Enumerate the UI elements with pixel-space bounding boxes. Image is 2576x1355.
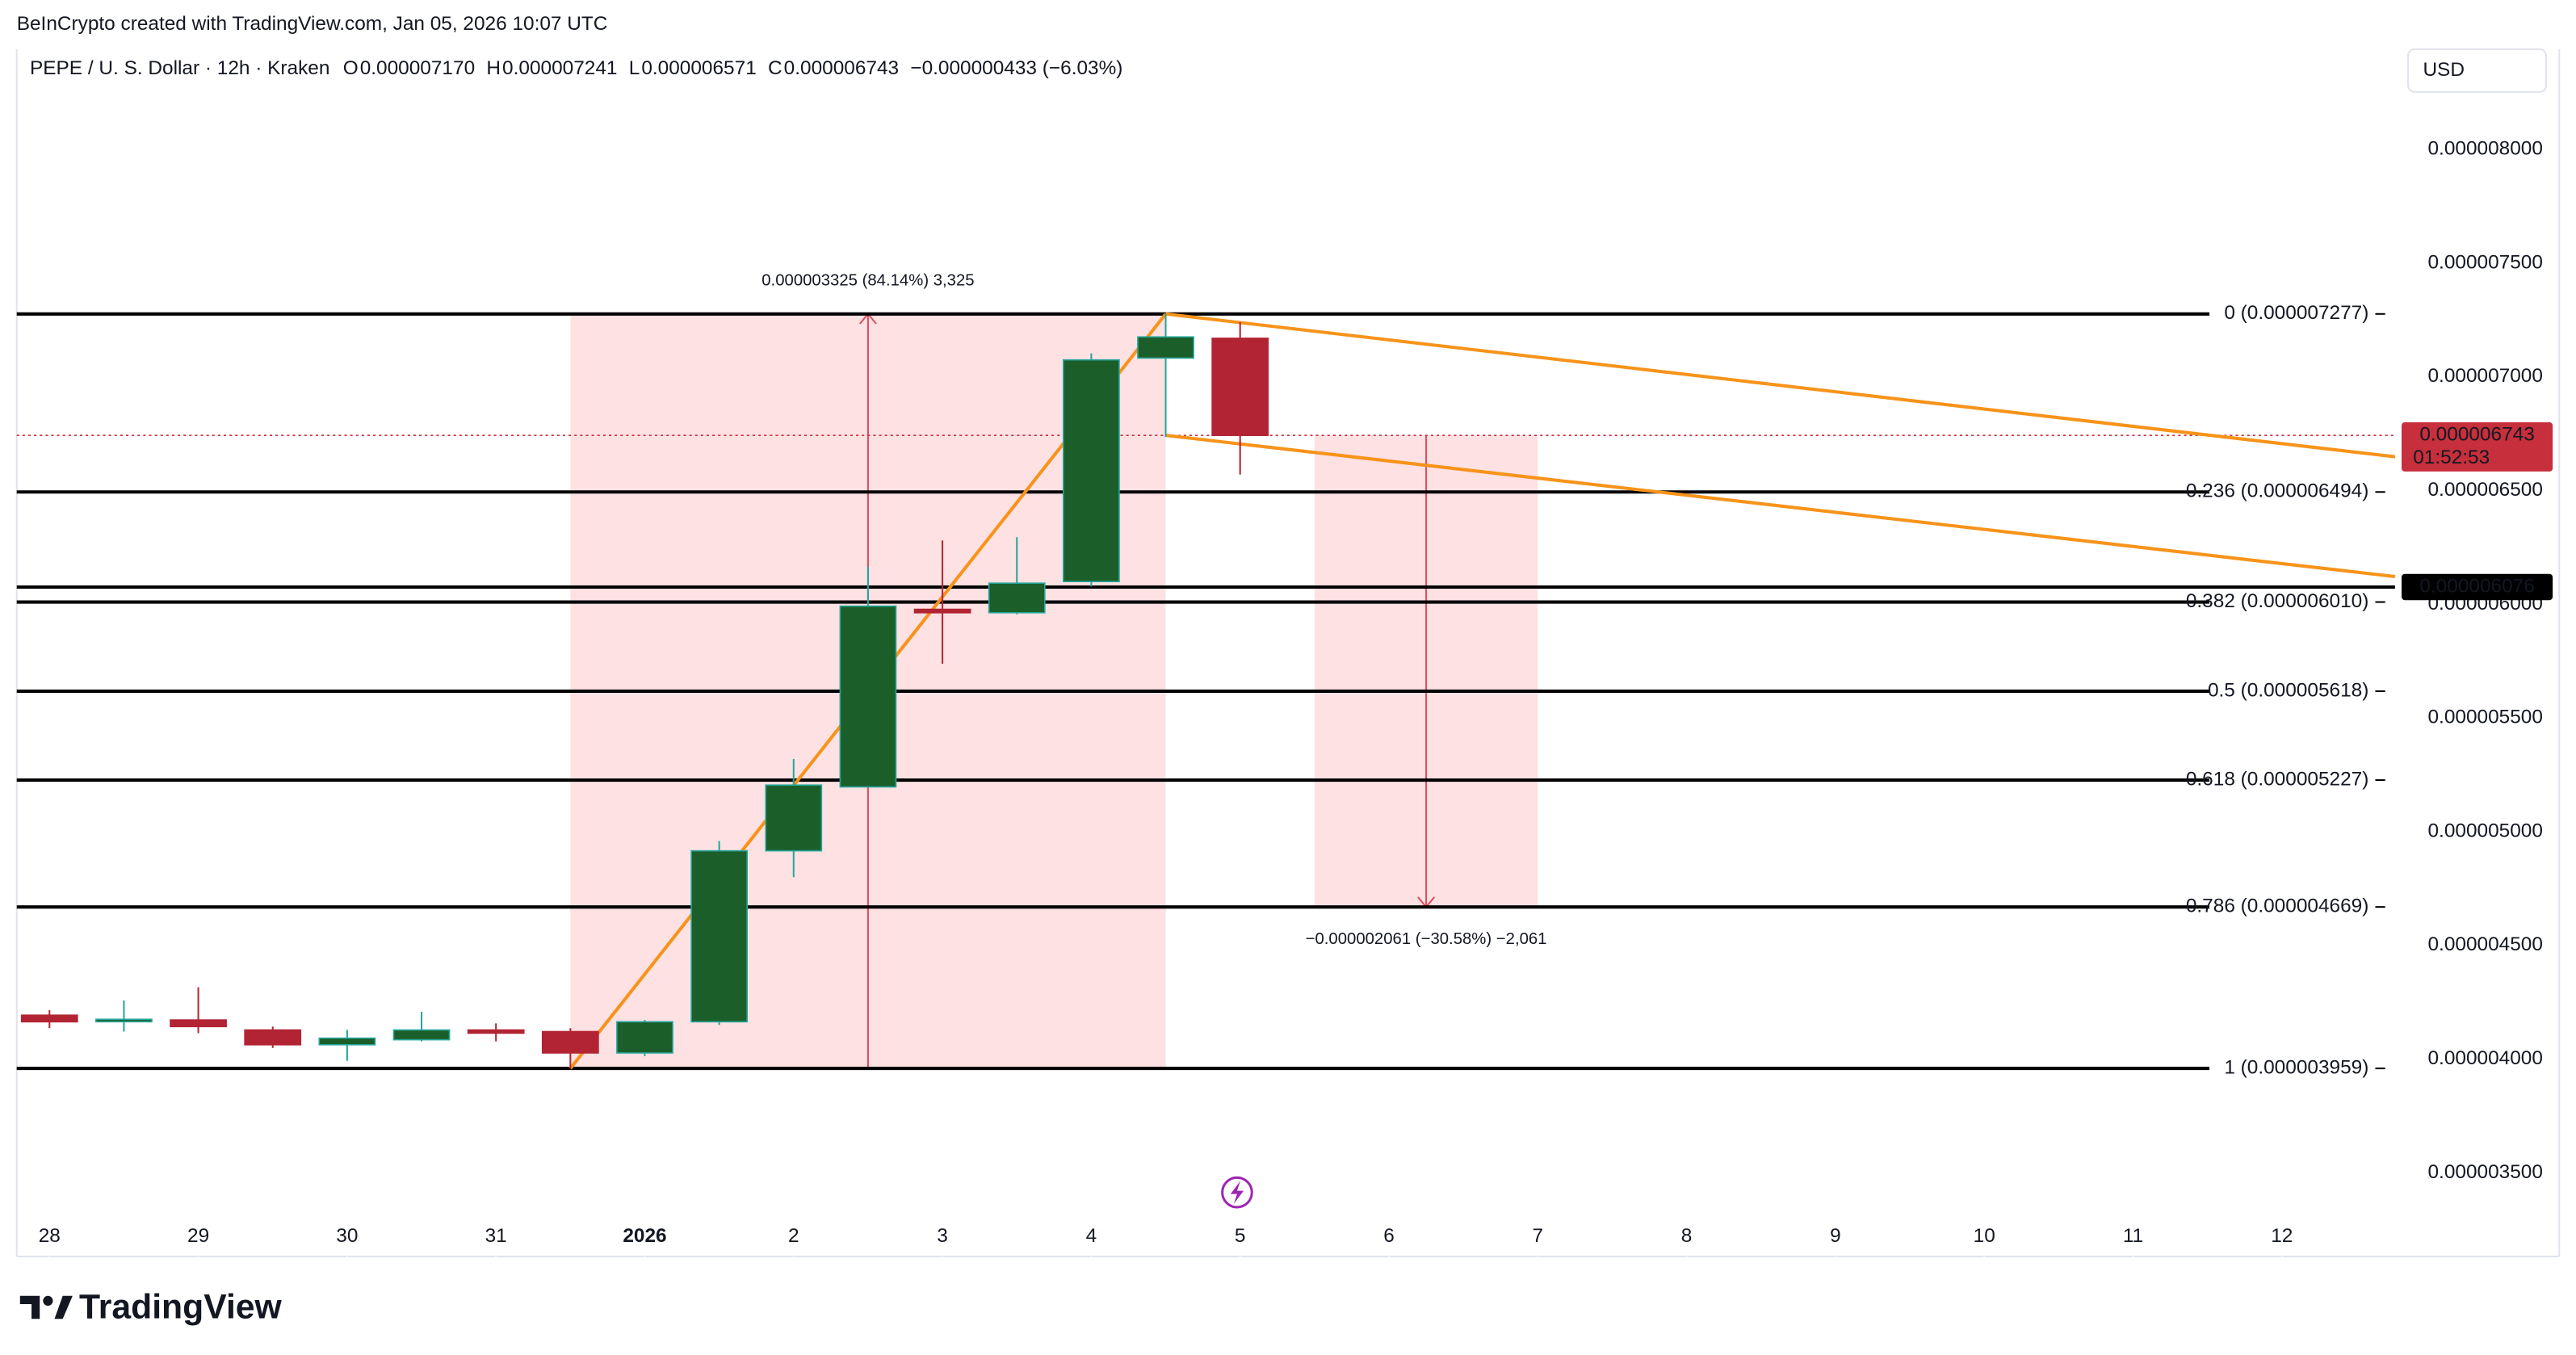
fib-label: 0.236 (0.000006494) [2186, 480, 2368, 502]
candle-body [541, 1030, 599, 1054]
x-tick-label: 5 [1235, 1225, 1246, 1247]
ohlc-key: C [768, 57, 782, 79]
candle-body [690, 849, 749, 1023]
candle-body [1211, 338, 1269, 436]
measure-label: −0.000002061 (−30.58%) −2,061 [1306, 930, 1547, 948]
trendline [1165, 434, 2396, 579]
price-label-box [2402, 573, 2553, 601]
logo-mark [19, 1295, 73, 1319]
candle-body [170, 1019, 227, 1028]
candle-body [318, 1037, 376, 1046]
fib-label: 0.5 (0.000005618) [2208, 679, 2368, 701]
x-tick-label: 4 [1086, 1225, 1097, 1247]
fib-label: 0 (0.000007277) [2224, 302, 2368, 324]
price-label: 0.000006076 [2419, 575, 2534, 597]
x-tick-label: 2 [788, 1225, 799, 1247]
x-tick-label: 31 [485, 1225, 507, 1247]
x-tick-label: 7 [1533, 1225, 1544, 1247]
y-tick-label: 0.000008000 [2427, 138, 2542, 160]
x-tick-label: 12 [2271, 1225, 2293, 1247]
y-tick-label: 0.000007000 [2427, 365, 2542, 387]
change: −0.000000433 (−6.03%) [910, 57, 1122, 79]
candle-body [839, 605, 897, 788]
y-tick-label: 0.000007500 [2427, 251, 2542, 273]
ohlc-key: L [629, 57, 640, 79]
x-tick-label: 8 [1681, 1225, 1693, 1247]
x-tick-label: 28 [39, 1225, 61, 1247]
ohlc-value: 0.000007170 [360, 57, 475, 79]
price-label: 0.000006743 [2419, 424, 2534, 446]
ohlc-value: 0.000006743 [784, 57, 899, 79]
candle-body [988, 582, 1046, 614]
ohlc-value: 0.000006571 [641, 57, 756, 79]
fib-label: 1 (0.000003959) [2224, 1057, 2368, 1079]
x-tick-label: 30 [336, 1225, 358, 1247]
ohlc-key: O [343, 57, 359, 79]
candle-body [392, 1029, 451, 1041]
candle-body [765, 784, 823, 852]
candle-body [244, 1029, 302, 1046]
trendline [1165, 312, 2396, 459]
x-tick-label: 11 [2123, 1225, 2143, 1247]
candle-body [1063, 359, 1120, 583]
fib-label: 0.382 (0.000006010) [2186, 590, 2368, 612]
currency-button[interactable] [2407, 48, 2548, 93]
ohlc-key: H [486, 57, 501, 79]
price-label-box [2402, 422, 2553, 472]
candle-body [95, 1018, 153, 1023]
x-tick-label: 10 [1974, 1225, 1995, 1247]
measure-label: 0.000003325 (84.14%) 3,325 [761, 271, 974, 289]
credit: BeInCrypto created with TradingView.com,… [17, 13, 608, 35]
x-tick-label: 2026 [623, 1225, 666, 1247]
x-tick-label: 3 [937, 1225, 948, 1247]
candle-body [20, 1014, 78, 1023]
candle-body [1137, 336, 1194, 359]
x-tick-label: 29 [187, 1225, 209, 1247]
fib-label: 0.786 (0.000004669) [2186, 896, 2368, 917]
fib-label: 0.618 (0.000005227) [2186, 768, 2368, 790]
candle-body [616, 1021, 673, 1054]
y-tick-label: 0.000003500 [2427, 1161, 2542, 1183]
candle-body [467, 1029, 525, 1034]
currency[interactable]: USD [2423, 59, 2465, 81]
y-tick-label: 0.000004000 [2427, 1047, 2542, 1069]
logo: TradingView [79, 1287, 283, 1326]
x-tick-label: 6 [1383, 1225, 1395, 1247]
ohlc-value: 0.000007241 [502, 57, 617, 79]
y-tick-label: 0.000004500 [2427, 933, 2542, 955]
candle-body [913, 608, 971, 614]
y-tick-label: 0.000005000 [2427, 820, 2542, 841]
y-tick-label: 0.000005500 [2427, 707, 2542, 728]
price-timer: 01:52:53 [2413, 447, 2490, 468]
x-tick-label: 9 [1830, 1225, 1841, 1247]
symbol: PEPE / U. S. Dollar · 12h · Kraken [30, 57, 329, 79]
y-tick-label: 0.000006500 [2427, 479, 2542, 501]
lightning-icon [1221, 1176, 1253, 1209]
